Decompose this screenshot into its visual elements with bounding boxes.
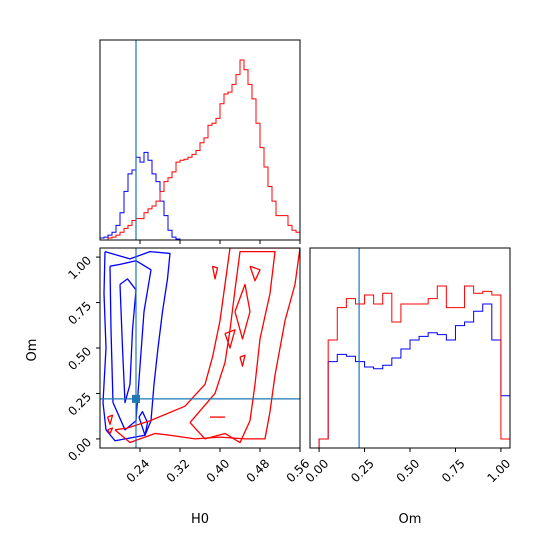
contour-1-2 <box>234 283 251 340</box>
truth-marker <box>132 394 140 403</box>
y-axis-label-om: Om <box>25 339 40 362</box>
contour-layer <box>100 248 300 448</box>
contour-1-9 <box>106 414 114 426</box>
hist-series-om-1 <box>318 285 511 448</box>
contour-1-1 <box>189 250 276 444</box>
x-axis-label-h0: H0 <box>191 512 209 527</box>
h0-marginal-frame <box>99 39 301 241</box>
x-axis-label-om: Om <box>399 512 422 527</box>
contour-1-5 <box>249 265 261 282</box>
contour-0-0 <box>102 250 171 442</box>
contour-0-3 <box>138 410 149 436</box>
contour-0-2 <box>119 278 137 404</box>
contour-1-3 <box>224 329 236 349</box>
contour-1-6 <box>239 354 246 367</box>
hist-series-om-0 <box>318 303 511 448</box>
contour-1-8 <box>106 427 114 435</box>
contour-0-1 <box>109 260 152 431</box>
h0-marginal-panel <box>99 39 301 244</box>
contour-1-4 <box>211 265 219 280</box>
contour-1-0 <box>114 248 300 444</box>
